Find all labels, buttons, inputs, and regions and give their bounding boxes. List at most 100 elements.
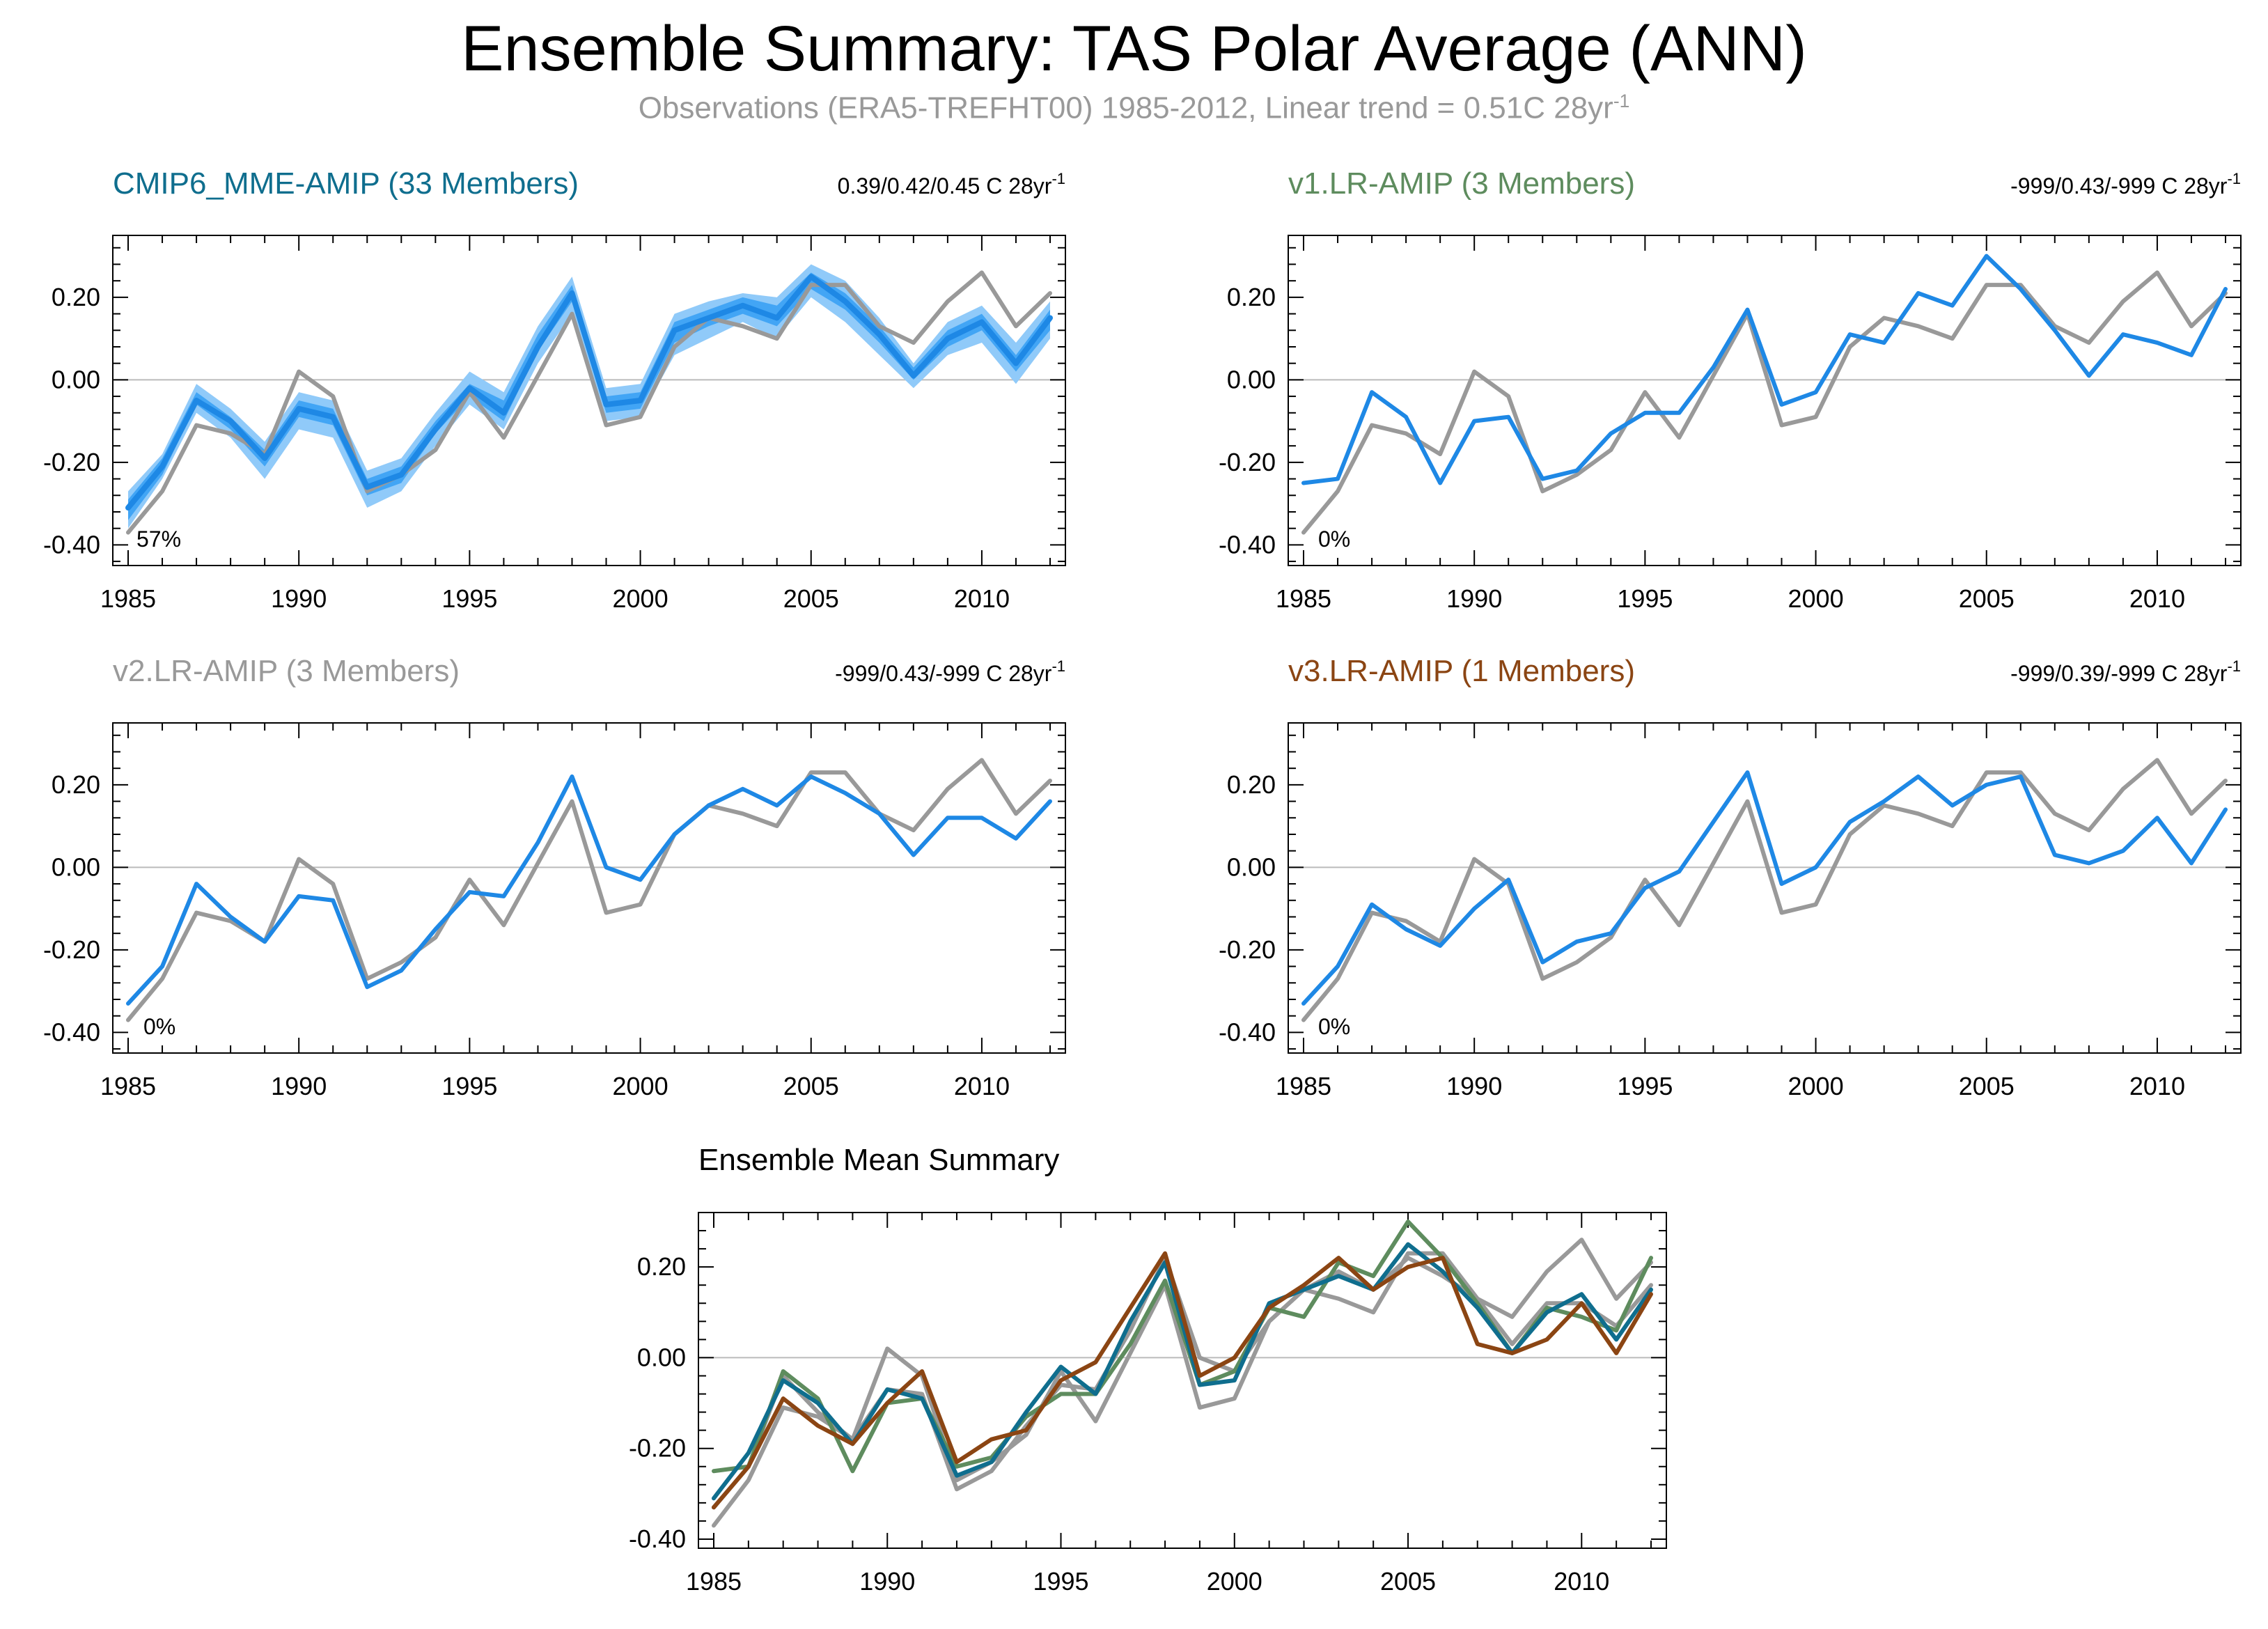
series-line-model bbox=[1301, 254, 2228, 485]
data-point-model bbox=[878, 812, 881, 815]
x-tick-label: 2010 bbox=[954, 1072, 1010, 1100]
data-point-model bbox=[127, 1002, 130, 1005]
data-point-cmip6 bbox=[1615, 1338, 1618, 1341]
series-line-model bbox=[125, 274, 1053, 511]
data-point-obs bbox=[1951, 337, 1954, 340]
data-point-model bbox=[263, 940, 266, 943]
data-point-v1 bbox=[817, 1397, 820, 1400]
data-point-v3 bbox=[1545, 1338, 1548, 1341]
data-point-model bbox=[742, 304, 744, 307]
data-point-model bbox=[1985, 255, 1988, 258]
data-point-v2 bbox=[817, 1411, 820, 1414]
trend-stats-text: -999/0.43/-999 C 28yr bbox=[2010, 173, 2228, 198]
data-point-model bbox=[605, 403, 608, 406]
data-point-obs bbox=[2122, 788, 2125, 790]
data-point-obs bbox=[1473, 371, 1476, 373]
data-point-model bbox=[1643, 412, 1646, 414]
data-point-obs bbox=[570, 800, 573, 803]
data-point-cmip6 bbox=[712, 1497, 715, 1499]
data-point-obs bbox=[946, 300, 949, 303]
data-point-model bbox=[1507, 878, 1510, 881]
data-point-model bbox=[400, 474, 402, 476]
data-point-obs bbox=[980, 758, 983, 761]
data-point-model bbox=[434, 428, 437, 430]
data-point-model bbox=[1746, 309, 1749, 311]
data-point-obs bbox=[1951, 825, 1954, 827]
data-point-v3 bbox=[1268, 1307, 1271, 1309]
data-point-obs bbox=[2190, 812, 2193, 815]
data-point-obs bbox=[886, 1347, 889, 1350]
data-point-v3 bbox=[990, 1438, 993, 1441]
trend-stats-exponent: -1 bbox=[1051, 657, 1065, 675]
data-point-obs bbox=[502, 923, 505, 926]
data-point-model bbox=[1473, 420, 1476, 423]
data-point-v3 bbox=[782, 1397, 785, 1400]
data-point-obs bbox=[782, 1406, 785, 1409]
data-point-model bbox=[1609, 432, 1612, 435]
data-point-v3 bbox=[1198, 1374, 1201, 1377]
data-point-obs bbox=[1580, 1238, 1583, 1241]
plot-frame bbox=[1288, 235, 2242, 566]
data-point-v3 bbox=[955, 1460, 958, 1463]
panel-title: v3.LR-AMIP (1 Members) bbox=[1288, 654, 1635, 688]
data-point-obs bbox=[1609, 449, 1612, 451]
data-point-obs bbox=[1439, 453, 1441, 455]
y-tick-label: -0.20 bbox=[1219, 935, 1276, 964]
data-point-v2 bbox=[1407, 1256, 1409, 1259]
data-point-model bbox=[1815, 391, 1817, 393]
data-point-obs bbox=[1441, 1252, 1444, 1255]
data-point-obs bbox=[1677, 923, 1680, 926]
data-point-obs bbox=[1511, 1316, 1514, 1318]
data-point-model bbox=[639, 878, 642, 881]
data-point-obs bbox=[1575, 474, 1578, 476]
data-point-obs bbox=[1015, 325, 1017, 327]
data-point-obs bbox=[1541, 490, 1544, 492]
data-point-model bbox=[2019, 775, 2022, 778]
data-point-v3 bbox=[1580, 1302, 1583, 1304]
data-point-v3 bbox=[921, 1370, 923, 1373]
data-point-obs bbox=[1575, 961, 1578, 964]
data-point-obs bbox=[1917, 812, 1920, 815]
data-point-cmip6 bbox=[1025, 1411, 1028, 1414]
data-point-model bbox=[707, 317, 710, 319]
trend-stats-exponent: -1 bbox=[2227, 657, 2241, 675]
x-tick-label: 1990 bbox=[859, 1567, 915, 1596]
data-point-model bbox=[161, 465, 164, 468]
data-point-model bbox=[912, 374, 915, 377]
data-point-model bbox=[1015, 362, 1017, 365]
data-point-v1 bbox=[1407, 1220, 1409, 1223]
y-tick-label: -0.40 bbox=[629, 1525, 686, 1553]
x-tick-label: 1985 bbox=[1276, 584, 1331, 613]
data-point-v3 bbox=[1650, 1293, 1652, 1295]
y-tick-label: -0.40 bbox=[43, 530, 100, 559]
chart-panel-2: -0.40 -0.20 0.00 0.20 1985 1990 1995 2000 2005 20… bbox=[1219, 166, 2242, 613]
trend-stats: -999/0.43/-999 C 28yr-1 bbox=[2010, 170, 2241, 198]
data-point-obs bbox=[605, 912, 608, 914]
data-point-obs bbox=[1049, 779, 1051, 782]
data-point-obs bbox=[1370, 912, 1373, 914]
x-tick-label: 2005 bbox=[1380, 1567, 1436, 1596]
data-point-v1 bbox=[1233, 1370, 1236, 1373]
data-point-obs bbox=[742, 812, 744, 815]
data-point-cmip6 bbox=[1476, 1307, 1479, 1309]
data-point-v3 bbox=[1094, 1361, 1097, 1364]
data-point-v3 bbox=[1233, 1356, 1236, 1359]
data-point-model bbox=[1643, 887, 1646, 889]
data-point-cmip6 bbox=[747, 1451, 750, 1454]
data-point-model bbox=[1883, 800, 1886, 803]
figure-subtitle: Observations (ERA5-TREFHT00) 1985-2012, … bbox=[0, 91, 2268, 126]
data-point-obs bbox=[1129, 1352, 1132, 1355]
data-point-obs bbox=[536, 862, 539, 864]
data-point-model bbox=[1883, 341, 1886, 344]
data-point-model bbox=[400, 969, 402, 972]
data-point-model bbox=[1370, 903, 1373, 906]
data-point-model bbox=[673, 329, 676, 332]
data-point-model bbox=[1849, 820, 1852, 823]
data-point-model bbox=[2054, 329, 2056, 332]
data-point-model bbox=[1405, 928, 1407, 930]
data-point-obs bbox=[1712, 862, 1714, 864]
data-point-model bbox=[1781, 882, 1783, 885]
data-point-v1 bbox=[1650, 1256, 1652, 1259]
trend-stats: -999/0.39/-999 C 28yr-1 bbox=[2010, 657, 2241, 686]
data-point-obs bbox=[468, 878, 471, 881]
